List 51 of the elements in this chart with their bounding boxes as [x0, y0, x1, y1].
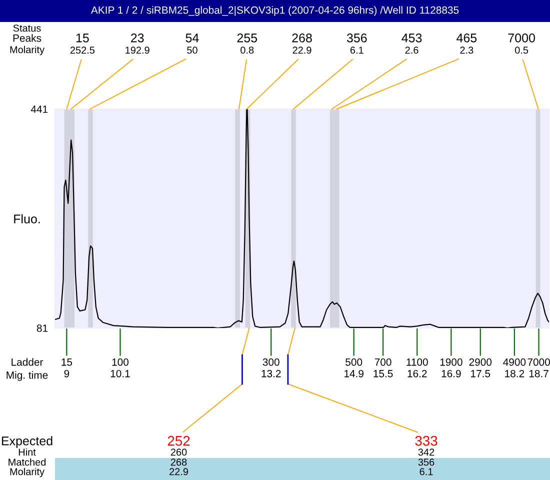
- x-tick-label: 16.2: [408, 370, 427, 378]
- annotation: 15 252.5: [70, 34, 95, 54]
- x-tick-label: 15.5: [374, 370, 393, 378]
- text: Hint: [18, 448, 36, 456]
- annotation: 268 22.9: [292, 34, 312, 54]
- y-tick-label: 81: [36, 324, 48, 332]
- text: 6.1: [420, 468, 433, 476]
- text: 22.9: [170, 468, 188, 476]
- x-tick-label: 14.9: [344, 370, 364, 378]
- x-tick-label: 13.2: [262, 370, 281, 378]
- y-tick-label: 441: [30, 106, 48, 113]
- annotation: 333: [415, 436, 438, 446]
- x-tick-label: 16.9: [442, 370, 461, 378]
- annotation: 7000 0.5: [508, 34, 535, 54]
- text: 356: [418, 458, 434, 466]
- text: 4900: [503, 358, 526, 366]
- text: 100: [112, 358, 128, 366]
- text: 15: [62, 358, 72, 366]
- x-tick-label: 9: [64, 370, 70, 378]
- text: Matched: [8, 458, 46, 466]
- annotation: 255 0.8: [237, 34, 258, 54]
- text: Expected: [2, 436, 52, 448]
- annotation: 252: [168, 436, 190, 446]
- x-tick-label: 18.2: [505, 370, 524, 378]
- annotation: 453 2.6: [402, 34, 422, 54]
- x-tick-label: 18.7: [529, 370, 548, 378]
- x-tick-label: 10.1: [110, 370, 130, 378]
- text: 500: [346, 358, 362, 366]
- y-axis-title: Fluo.: [14, 214, 40, 224]
- text: 7000: [528, 358, 550, 366]
- text: 1900: [440, 358, 462, 366]
- x-axis-title: Mig. time: [6, 371, 48, 381]
- x-tick-label: 17.5: [471, 370, 490, 378]
- text: Peaks: [13, 34, 42, 42]
- text: 2900: [469, 358, 492, 366]
- annotation: 356 6.1: [346, 34, 367, 54]
- text: 260: [170, 448, 187, 456]
- text: 300: [262, 358, 280, 366]
- text: Molarity: [10, 46, 44, 56]
- text: Status: [13, 24, 41, 32]
- annotation: 54 50: [186, 34, 199, 54]
- text: 700: [374, 358, 392, 366]
- annotation: 23 192.9: [126, 34, 150, 54]
- text: 342: [418, 448, 434, 456]
- chart-title: AKIP 1 / 2 / siRBM25_global_2|SKOV3ip1 (2007-04-26 96hrs) /Well ID 1128835: [90, 6, 459, 16]
- text: Ladder: [12, 358, 44, 366]
- text: Molarity: [10, 468, 44, 478]
- text: 268: [170, 458, 187, 466]
- line-series: [55, 109, 549, 328]
- text: 1100: [406, 358, 428, 366]
- annotation: 465 2.3: [456, 34, 477, 54]
